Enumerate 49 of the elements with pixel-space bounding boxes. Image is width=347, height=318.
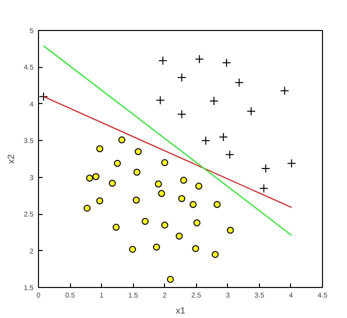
point bbox=[287, 158, 296, 168]
point bbox=[176, 232, 183, 240]
point bbox=[112, 224, 120, 231]
point bbox=[96, 197, 104, 204]
point bbox=[86, 174, 94, 182]
point bbox=[158, 190, 166, 198]
point bbox=[129, 246, 136, 253]
point bbox=[134, 148, 142, 156]
point bbox=[212, 250, 219, 258]
point bbox=[84, 204, 91, 212]
point bbox=[108, 180, 116, 187]
point bbox=[154, 180, 162, 188]
point bbox=[177, 72, 186, 82]
point bbox=[118, 136, 126, 144]
point bbox=[153, 244, 160, 251]
point bbox=[209, 96, 218, 106]
point bbox=[226, 226, 234, 234]
point bbox=[222, 58, 232, 68]
point bbox=[194, 54, 204, 64]
point bbox=[201, 136, 210, 146]
point bbox=[158, 56, 168, 66]
point bbox=[180, 176, 188, 184]
point bbox=[214, 201, 221, 208]
point bbox=[132, 196, 140, 204]
point bbox=[96, 145, 104, 152]
point bbox=[190, 201, 197, 208]
point bbox=[178, 195, 186, 202]
y-axis-title: x2 bbox=[6, 154, 16, 164]
point bbox=[259, 184, 268, 193]
point bbox=[218, 132, 228, 142]
point bbox=[246, 106, 256, 116]
point bbox=[92, 173, 100, 180]
point bbox=[166, 276, 174, 283]
point bbox=[192, 245, 200, 252]
point bbox=[280, 86, 290, 96]
point bbox=[114, 160, 121, 167]
point bbox=[142, 218, 149, 225]
point bbox=[195, 182, 202, 190]
point bbox=[133, 168, 140, 176]
x-axis-title: x1 bbox=[176, 306, 186, 316]
point bbox=[161, 222, 168, 229]
point bbox=[177, 110, 186, 119]
point bbox=[39, 92, 48, 102]
point bbox=[193, 219, 200, 226]
point bbox=[161, 159, 168, 166]
point bbox=[234, 78, 244, 88]
point bbox=[225, 150, 234, 160]
point bbox=[261, 164, 270, 174]
point bbox=[156, 96, 165, 105]
